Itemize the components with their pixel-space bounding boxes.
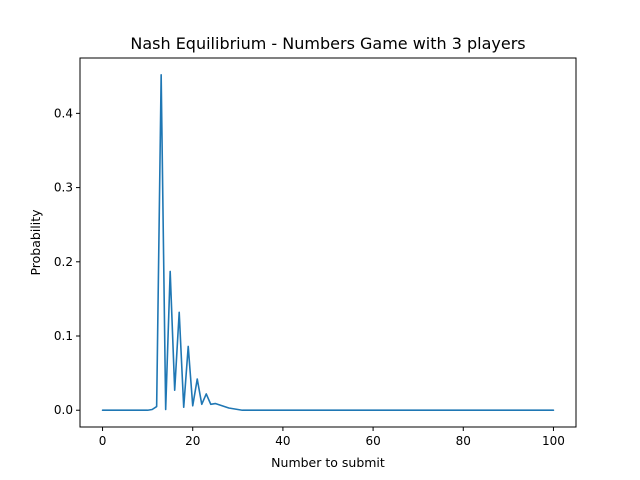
x-tick-label: 20 bbox=[185, 434, 200, 448]
plot-area bbox=[79, 57, 577, 428]
y-tick-label: 0.2 bbox=[54, 255, 73, 269]
y-tick-label: 0.1 bbox=[54, 329, 73, 343]
x-tick-label: 80 bbox=[456, 434, 471, 448]
y-tick-label: 0.0 bbox=[54, 403, 73, 417]
plot-frame bbox=[79, 57, 577, 428]
y-tick-label: 0.3 bbox=[54, 181, 73, 195]
x-axis-label: Number to submit bbox=[271, 455, 385, 470]
y-axis: 0.0 0.1 0.2 0.3 0.4 bbox=[54, 106, 80, 417]
y-axis-label: Probability bbox=[28, 209, 43, 276]
x-tick-label: 100 bbox=[542, 434, 565, 448]
x-tick-label: 40 bbox=[275, 434, 290, 448]
y-tick-label: 0.4 bbox=[54, 106, 73, 120]
chart-title: Nash Equilibrium - Numbers Game with 3 p… bbox=[130, 34, 525, 53]
x-tick-label: 60 bbox=[365, 434, 380, 448]
x-axis: 0 20 40 60 80 100 bbox=[99, 427, 565, 448]
series-line bbox=[101, 73, 555, 412]
x-tick-label: 0 bbox=[99, 434, 107, 448]
